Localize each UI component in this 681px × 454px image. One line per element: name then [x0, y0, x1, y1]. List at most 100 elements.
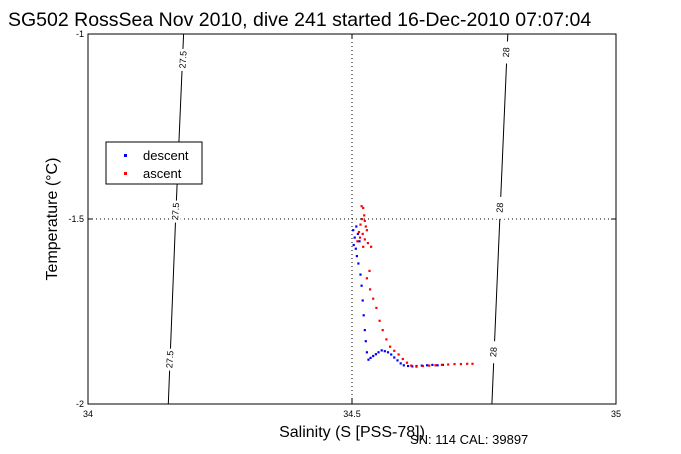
descent-point-2 — [355, 225, 358, 228]
y-axis-label: Temperature (°C) — [44, 158, 61, 281]
legend-box — [105, 141, 203, 185]
descent-point-24 — [390, 353, 393, 356]
ascent-point-10 — [358, 236, 362, 239]
ascent-point-35 — [447, 363, 450, 366]
descent-point-13 — [363, 329, 366, 332]
ascent-point-27 — [401, 357, 404, 361]
descent-point-5 — [356, 232, 359, 235]
ascent-point-39 — [471, 362, 474, 365]
ascent-point-33 — [434, 364, 437, 367]
ascent-point-37 — [459, 363, 462, 366]
ascent-point-0 — [360, 205, 363, 208]
y-tick-label-1: -1.5 — [68, 214, 84, 224]
ascent-point-8 — [361, 232, 364, 235]
contour-label-bg-0-2 — [164, 348, 175, 371]
ascent-point-23 — [385, 338, 388, 341]
descent-point-21 — [380, 349, 383, 352]
ascent-point-7 — [357, 230, 361, 234]
descent-point-11 — [361, 299, 364, 302]
ascent-point-14 — [362, 245, 365, 248]
legend-label-descent: descent — [143, 148, 189, 163]
ascent-point-29 — [410, 364, 413, 367]
y-tick-label-0: -1 — [76, 29, 84, 39]
ascent-point-30 — [415, 365, 418, 368]
descent-point-22 — [383, 350, 386, 353]
ascent-point-36 — [453, 363, 456, 366]
descent-point-0 — [352, 229, 355, 232]
descent-point-33 — [426, 364, 429, 367]
ascent-point-1 — [362, 206, 365, 210]
descent-point-29 — [407, 364, 410, 368]
legend-marker-ascent — [124, 172, 127, 175]
ascent-point-4 — [363, 219, 366, 222]
ascent-point-15 — [370, 245, 373, 248]
ascent-point-13 — [366, 242, 369, 245]
descent-point-14 — [364, 340, 367, 343]
ascent-point-11 — [363, 238, 366, 241]
contour-label-27.5-2: 27.5 — [164, 350, 175, 368]
ascent-point-12 — [356, 240, 359, 243]
descent-point-10 — [360, 284, 363, 287]
series-ascent — [356, 205, 474, 368]
ascent-point-17 — [365, 277, 368, 280]
contour-label-28-2: 28 — [488, 347, 499, 358]
ascent-point-26 — [397, 353, 400, 356]
ascent-point-19 — [372, 297, 375, 300]
ascent-point-18 — [369, 288, 372, 291]
descent-point-26 — [396, 359, 399, 362]
density-contours: 27.5 27.5 27.5 28 28 28 — [164, 33, 512, 405]
ascent-point-9 — [365, 229, 368, 232]
descent-point-16 — [367, 358, 370, 361]
axis-ticks: 34 34.5 35 -1 -1.5 -2 — [68, 29, 621, 419]
descent-point-34 — [431, 363, 434, 366]
y-tick-label-2: -2 — [76, 399, 84, 409]
descent-point-7 — [355, 255, 358, 258]
descent-point-19 — [374, 353, 377, 356]
series-descent — [352, 225, 444, 368]
ascent-point-28 — [405, 361, 409, 364]
descent-point-18 — [372, 354, 375, 358]
descent-point-35 — [436, 364, 439, 367]
ascent-point-16 — [368, 269, 371, 272]
contour-label-27.5-0: 27.5 — [177, 51, 188, 69]
ascent-point-5 — [359, 223, 362, 226]
descent-point-4 — [354, 247, 357, 250]
descent-point-1 — [353, 236, 356, 239]
ascent-point-22 — [381, 329, 384, 332]
legend-label-ascent: ascent — [143, 166, 182, 181]
descent-point-20 — [377, 351, 380, 354]
contour-label-bg-1-2 — [488, 341, 499, 364]
descent-point-28 — [402, 364, 405, 367]
descent-point-17 — [369, 356, 372, 359]
descent-point-6 — [358, 240, 361, 243]
contour-label-27.5-1: 27.5 — [170, 202, 181, 220]
contour-label-28-1: 28 — [495, 202, 506, 213]
descent-point-25 — [393, 356, 396, 359]
ascent-point-20 — [375, 306, 378, 309]
contour-label-bg-0-0 — [178, 48, 189, 71]
data-points — [352, 205, 474, 368]
contour-label-bg-1-0 — [501, 41, 512, 64]
x-tick-label-1: 34.5 — [343, 409, 361, 419]
ascent-point-32 — [428, 364, 431, 367]
ascent-point-21 — [378, 319, 381, 322]
ascent-point-24 — [389, 345, 392, 348]
x-axis-label: Salinity (S [PSS-78]) — [279, 424, 425, 441]
contour-label-28-0: 28 — [501, 47, 512, 58]
descent-point-27 — [399, 362, 402, 365]
chart-title: SG502 RossSea Nov 2010, dive 241 started… — [8, 9, 591, 31]
ascent-point-2 — [363, 214, 366, 217]
contour-label-bg-0-1 — [170, 200, 181, 223]
ascent-point-31 — [421, 364, 424, 368]
contour-label-bg-1-1 — [494, 196, 505, 219]
ascent-point-25 — [393, 349, 396, 352]
descent-point-9 — [359, 273, 362, 276]
descent-point-8 — [357, 262, 360, 265]
ascent-point-34 — [440, 363, 443, 366]
serial-calibration-footer: SN: 114 CAL: 39897 — [410, 432, 528, 447]
ascent-point-3 — [361, 218, 364, 221]
ascent-point-38 — [466, 362, 469, 365]
legend: descent ascent — [105, 141, 203, 185]
descent-point-23 — [386, 351, 390, 354]
